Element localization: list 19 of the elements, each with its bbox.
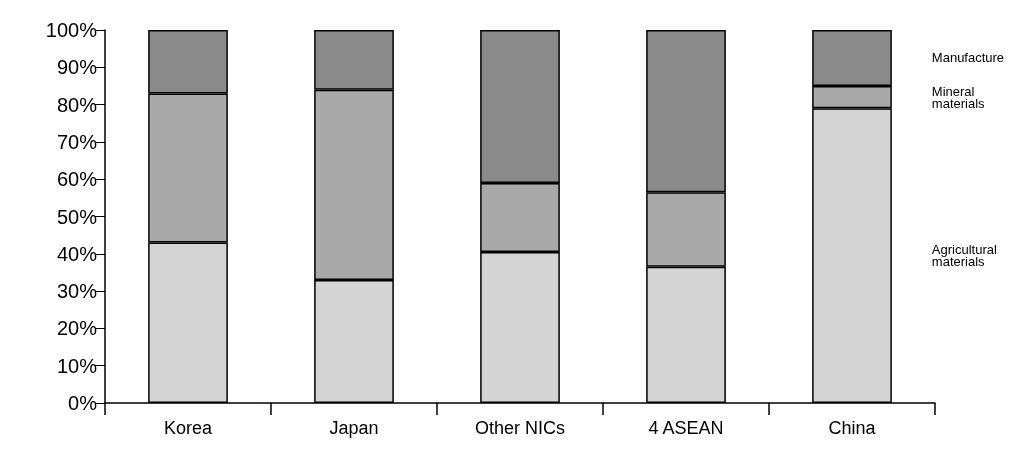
text: Manufacture xyxy=(931,50,1005,66)
x-tick-label: Other NICs xyxy=(474,418,566,438)
y-tick-label: 80% xyxy=(56,93,98,116)
y-tick-label: 70% xyxy=(56,130,98,153)
y-tick-label: 40% xyxy=(56,242,98,265)
y-tick-label: 30% xyxy=(56,280,98,303)
x-tick-label: 4 ASEAN xyxy=(648,418,724,438)
y-tick-label: 10% xyxy=(56,354,98,377)
y-tick-label: 60% xyxy=(56,168,98,191)
y-tick-label: 100% xyxy=(45,19,98,41)
text: Agricultural materials xyxy=(931,242,1001,270)
y-tick-label: 20% xyxy=(56,317,98,340)
y-tick-label: 0% xyxy=(68,392,98,414)
x-tick-label: Japan xyxy=(329,418,379,438)
x-tick-label: China xyxy=(828,418,877,438)
text: Mineral materials xyxy=(931,83,986,111)
y-tick-label: 90% xyxy=(56,56,98,79)
x-tick-label: Korea xyxy=(163,418,213,438)
y-tick-label: 50% xyxy=(56,205,98,228)
